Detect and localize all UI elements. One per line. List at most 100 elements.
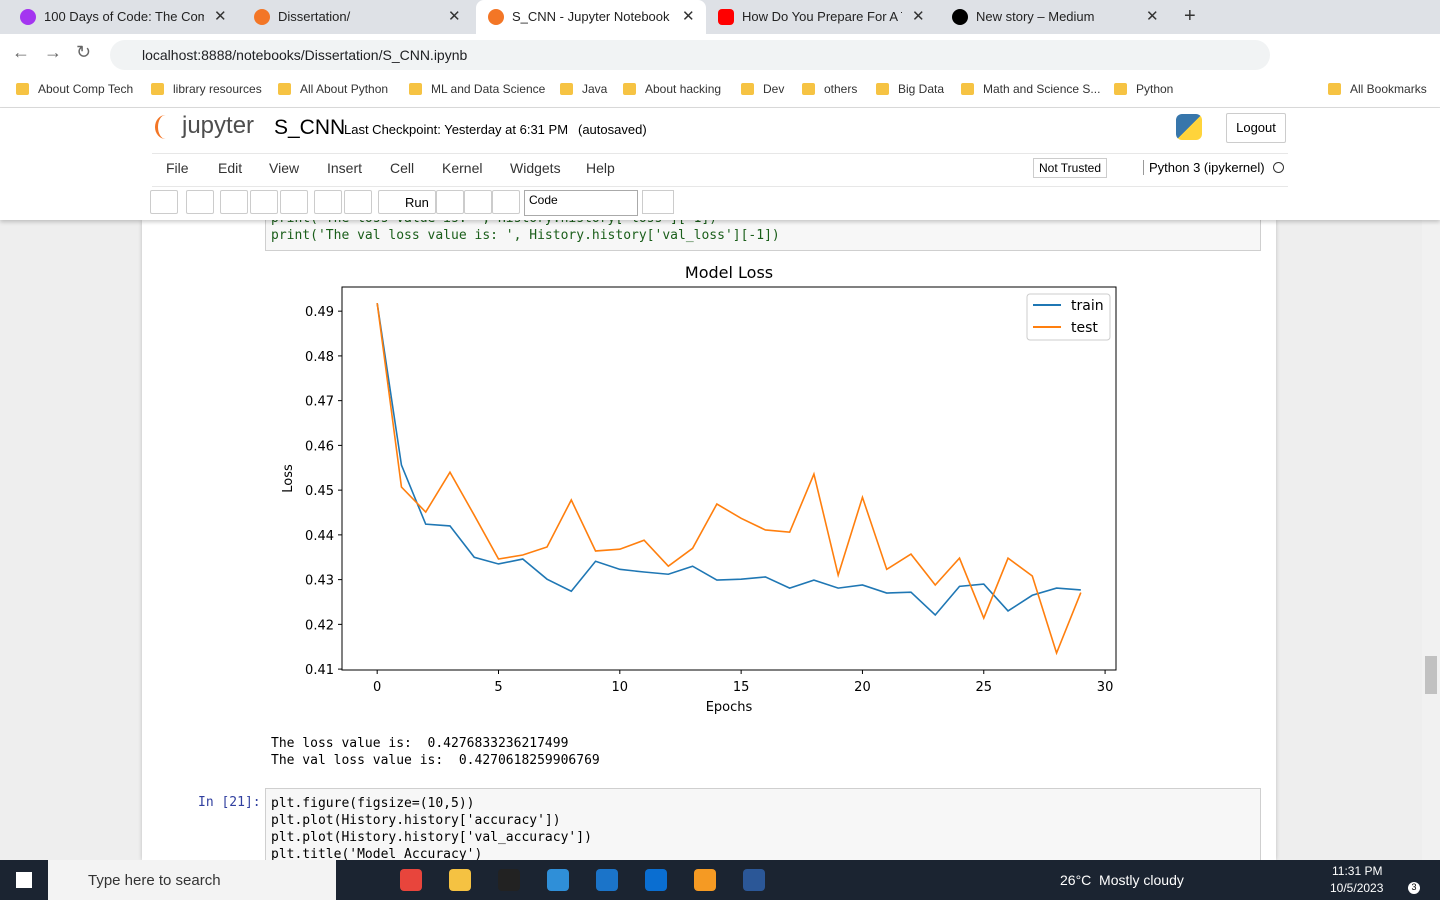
notebook-name[interactable]: S_CNN <box>274 116 346 139</box>
tab-close[interactable]: ✕ <box>448 8 461 25</box>
code-line: plt.plot(History.history['accuracy']) <box>271 813 561 828</box>
toolbar-button[interactable] <box>464 190 492 214</box>
chart: Model Loss 0.41 0.42 0.43 0.44 0.45 0.46 0.47 0.… <box>281 263 1117 715</box>
cell-type-select[interactable]: Code <box>524 190 638 216</box>
tab[interactable]: New story – Medium ✕ <box>940 0 1174 34</box>
notification-count[interactable]: 3 <box>1408 882 1420 894</box>
tab-title: Dissertation/ <box>278 9 351 24</box>
taskbar-app[interactable] <box>694 869 716 891</box>
x-tick-label: 25 <box>975 680 992 695</box>
chart-title: Model Loss <box>685 263 773 282</box>
tab[interactable]: 100 Days of Code: The Comple ✕ <box>8 0 238 34</box>
x-tick-label: 10 <box>612 680 629 695</box>
code-line: plt.title('Model Accuracy') <box>271 847 483 862</box>
plot-frame <box>341 286 1117 671</box>
trust[interactable]: Not Trusted <box>1033 158 1108 178</box>
tab[interactable]: Dissertation/ ✕ <box>242 0 472 34</box>
taskbar-app[interactable] <box>596 869 618 891</box>
bookmark-icon <box>1328 83 1341 95</box>
taskbar-app[interactable] <box>547 869 569 891</box>
menu-item[interactable]: Widgets <box>510 160 561 176</box>
x-axis-label: Epochs <box>706 700 753 715</box>
all-bookmarks[interactable]: All Bookmarks <box>1350 82 1427 96</box>
tab-icon <box>488 9 504 25</box>
bookmark[interactable]: Dev <box>763 82 785 96</box>
bookmark[interactable]: others <box>824 82 858 96</box>
logout[interactable]: Logout <box>1226 113 1286 143</box>
legend-label: train <box>1071 298 1104 314</box>
bookmark-icon <box>151 83 164 95</box>
toolbar-button[interactable] <box>344 190 372 214</box>
taskbar-app[interactable] <box>743 869 765 891</box>
keyboard-button[interactable] <box>642 190 674 214</box>
menu-item[interactable]: Cell <box>390 160 415 176</box>
toolbar-button[interactable] <box>280 190 308 214</box>
tab[interactable]: S_CNN - Jupyter Notebook ✕ <box>476 0 706 34</box>
toolbar-button[interactable] <box>150 190 178 214</box>
bookmark-icon <box>278 83 291 95</box>
logo-mark <box>155 115 176 139</box>
tab-close[interactable]: ✕ <box>682 8 695 25</box>
tab-close[interactable]: ✕ <box>214 8 227 25</box>
toolbar-button[interactable] <box>220 190 248 214</box>
y-axis-label: Loss <box>281 464 296 493</box>
toolbar-button[interactable] <box>436 190 464 214</box>
tab-close[interactable]: ✕ <box>912 8 925 25</box>
bookmark-icon <box>1114 83 1127 95</box>
scroll-thumb[interactable] <box>1425 656 1437 694</box>
tab-title: New story – Medium <box>976 9 1095 24</box>
y-tick-label: 0.46 <box>305 439 334 454</box>
omnibox[interactable] <box>110 40 1270 70</box>
toolbar-button[interactable] <box>250 190 278 214</box>
taskbar: Type here to search 26°C Mostly cloudy 11:… <box>0 860 1440 900</box>
code-cell: plt.figure(figsize=(10,5)) plt.plot(Histo… <box>265 788 1261 870</box>
series-line <box>376 302 1081 617</box>
start-button[interactable] <box>16 872 32 888</box>
taskbar-app[interactable] <box>449 869 471 891</box>
kernel: Python 3 (ipykernel) <box>1143 160 1265 175</box>
cell-prompt: In [21]: <box>198 795 261 810</box>
bookmarks-bar <box>0 72 1440 108</box>
toolbar-button[interactable]: Run <box>378 190 436 214</box>
toolbar-button[interactable] <box>186 190 214 214</box>
menu-item[interactable]: Edit <box>218 160 243 176</box>
tab-title: S_CNN - Jupyter Notebook <box>512 9 670 24</box>
toolbar-button[interactable] <box>314 190 342 214</box>
menu-item[interactable]: Kernel <box>442 160 483 176</box>
nav-buttons[interactable]: ←→↻ <box>12 42 106 62</box>
bookmark[interactable]: library resources <box>173 82 262 96</box>
tab-icon <box>718 9 734 25</box>
url[interactable]: localhost:8888/notebooks/Dissertation/S_… <box>142 47 468 63</box>
toolbar-button[interactable] <box>492 190 520 214</box>
y-tick-label: 0.49 <box>305 305 334 320</box>
taskbar-app[interactable] <box>498 869 520 891</box>
taskbar-app[interactable] <box>645 869 667 891</box>
bookmark[interactable]: About hacking <box>645 82 722 96</box>
bookmark-icon <box>961 83 974 95</box>
menu-item[interactable]: Help <box>586 160 615 176</box>
new-tab[interactable]: + <box>1184 5 1196 27</box>
tab-title: How Do You Prepare For A Tec <box>742 9 902 24</box>
menu-item[interactable]: View <box>269 160 300 176</box>
bookmark[interactable]: Math and Science S... <box>983 82 1101 96</box>
bookmark[interactable]: All About Python <box>300 82 389 96</box>
menubar <box>152 153 1288 187</box>
scrollbar <box>1422 220 1440 860</box>
bookmark[interactable]: About Comp Tech <box>38 82 134 96</box>
taskbar-app[interactable] <box>400 869 422 891</box>
bookmark[interactable]: Java <box>582 82 608 96</box>
bookmark-icon <box>409 83 422 95</box>
y-tick-label: 0.44 <box>305 529 334 544</box>
tab-close[interactable]: ✕ <box>1146 8 1159 25</box>
search-box[interactable] <box>48 860 336 900</box>
tab[interactable]: How Do You Prepare For A Tec ✕ <box>706 0 936 34</box>
bookmark[interactable]: ML and Data Science <box>431 82 546 96</box>
menu-item[interactable]: File <box>166 160 189 176</box>
x-tick-label: 5 <box>494 680 502 695</box>
bookmark[interactable]: Big Data <box>898 82 945 96</box>
bookmark[interactable]: Python <box>1136 82 1174 96</box>
bookmark-icon <box>16 83 29 95</box>
menu-item[interactable]: Insert <box>327 160 363 176</box>
kernel-indicator <box>1273 162 1284 173</box>
